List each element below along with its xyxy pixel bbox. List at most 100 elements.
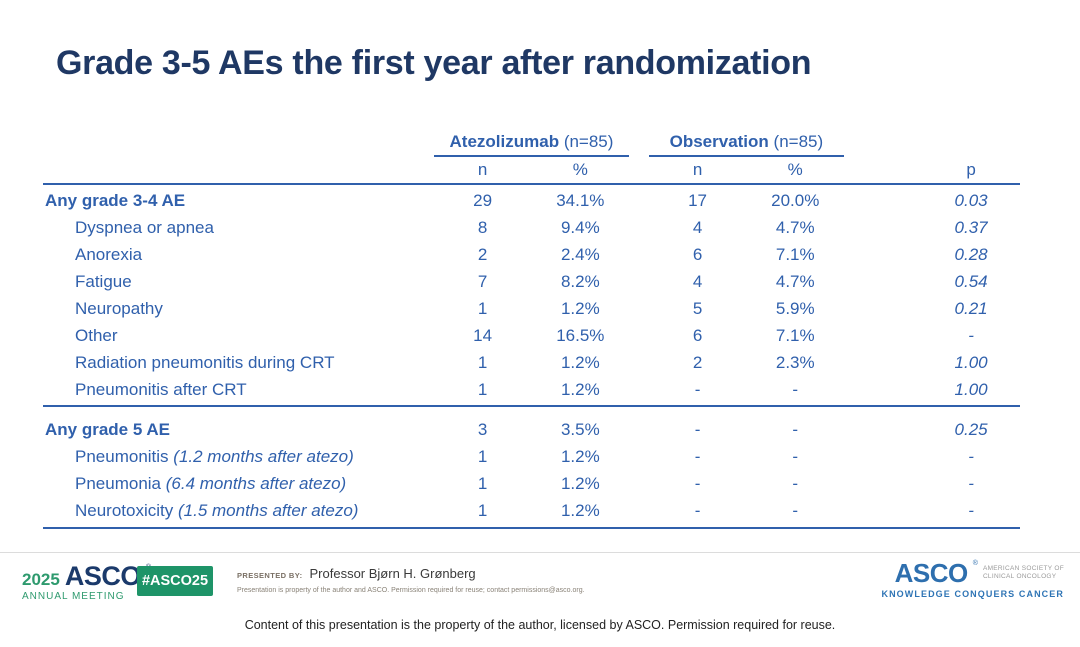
row-label: Other (75, 326, 118, 345)
table-row: Fatigue 7 8.2% 4 4.7% 0.54 (43, 268, 1020, 295)
value-cell: 6 (692, 245, 703, 264)
presented-by-block: PRESENTED BY: Professor Bjørn H. Grønber… (237, 566, 585, 594)
row-label: Any grade 5 AE (45, 420, 171, 439)
table-section-2: Any grade 5 AE 3 3.5% - - 0.25 Pneumonitis (1.… (43, 405, 1020, 529)
subheader-row: n % n % p (43, 157, 1020, 183)
table-row: Other 14 16.5% 6 7.1% - (43, 322, 1020, 349)
value-cell: 1 (477, 447, 488, 466)
p-value-cell: 0.54 (954, 272, 988, 291)
table-row: Pneumonia (6.4 months after atezo) 1 1.2% -… (43, 470, 1020, 497)
value-cell: 1.2% (560, 380, 600, 399)
row-label-note: (1.2 months after atezo) (168, 447, 354, 466)
group-name: Observation (669, 132, 769, 151)
value-cell: - (694, 501, 701, 520)
row-label: Pneumonitis after CRT (75, 380, 247, 399)
value-cell: 5.9% (775, 299, 815, 318)
value-cell: 6 (692, 326, 703, 345)
registered-mark: ® (972, 560, 978, 567)
value-cell: 34.1% (556, 191, 605, 210)
group-header-atezolizumab: Atezolizumab (n=85) (433, 132, 630, 157)
value-cell: 1.2% (560, 501, 600, 520)
asco-annual-meeting-logo: 2025 ASCO ® ANNUAL MEETING (22, 563, 151, 602)
row-label: Any grade 3-4 AE (45, 191, 186, 210)
row-label: Radiation pneumonitis during CRT (75, 353, 335, 372)
value-cell: 1 (477, 353, 488, 372)
table-row: Any grade 3-4 AE 29 34.1% 17 20.0% 0.03 (43, 187, 1020, 214)
group-header-row: Atezolizumab (n=85) Observation (n=85) (43, 128, 1020, 157)
table-row: Anorexia 2 2.4% 6 7.1% 0.28 (43, 241, 1020, 268)
subheader-n: n (477, 160, 488, 179)
value-cell: - (792, 420, 799, 439)
society-line2: CLINICAL ONCOLOGY (982, 573, 1057, 580)
p-value-cell: 0.28 (954, 245, 988, 264)
row-label-note: (1.5 months after atezo) (173, 501, 359, 520)
value-cell: 8 (477, 218, 488, 237)
asco-society-logo: ASCO ® AMERICAN SOCIETY OF CLINICAL ONCO… (881, 560, 1064, 599)
row-label: Anorexia (75, 245, 143, 264)
permission-note: Presentation is property of the author a… (237, 587, 585, 594)
asco-wordmark: ASCO (894, 558, 969, 588)
row-label: Pneumonia (6.4 months after atezo) (75, 474, 347, 493)
table-row: Neuropathy 1 1.2% 5 5.9% 0.21 (43, 295, 1020, 322)
meeting-year: 2025 (22, 570, 60, 589)
society-name: AMERICAN SOCIETY OF CLINICAL ONCOLOGY (983, 565, 1064, 582)
row-label: Fatigue (75, 272, 132, 291)
value-cell: 7.1% (775, 245, 815, 264)
subheader-n: n (692, 160, 703, 179)
p-value-cell: - (968, 474, 974, 493)
value-cell: 2.4% (560, 245, 600, 264)
value-cell: - (792, 447, 799, 466)
value-cell: 16.5% (556, 326, 605, 345)
value-cell: 2 (692, 353, 703, 372)
row-label: Neurotoxicity (1.5 months after atezo) (75, 501, 359, 520)
value-cell: 1.2% (560, 299, 600, 318)
value-cell: 3 (477, 420, 488, 439)
value-cell: 1 (477, 380, 488, 399)
value-cell: 1 (477, 474, 488, 493)
footer-divider (0, 552, 1080, 553)
value-cell: 4.7% (775, 218, 815, 237)
value-cell: 7.1% (775, 326, 815, 345)
p-value-cell: 0.03 (954, 191, 988, 210)
value-cell: - (792, 474, 799, 493)
value-cell: 5 (692, 299, 703, 318)
ae-table: Atezolizumab (n=85) Observation (n=85) n… (43, 128, 1020, 529)
value-cell: 9.4% (560, 218, 600, 237)
value-cell: 1.2% (560, 447, 600, 466)
p-value-cell: - (968, 447, 974, 466)
value-cell: 17 (688, 191, 707, 210)
p-value-cell: - (968, 501, 974, 520)
value-cell: - (694, 380, 701, 399)
table-row: Pneumonitis after CRT 1 1.2% - - 1.00 (43, 376, 1020, 403)
table-row: Dyspnea or apnea 8 9.4% 4 4.7% 0.37 (43, 214, 1020, 241)
value-cell: 1 (477, 299, 488, 318)
row-label-note: (6.4 months after atezo) (161, 474, 347, 493)
table-row: Neurotoxicity (1.5 months after atezo) 1 1… (43, 497, 1020, 524)
row-label: Pneumonitis (1.2 months after atezo) (75, 447, 354, 466)
value-cell: - (792, 380, 799, 399)
group-n: (n=85) (773, 132, 824, 151)
content-license-note: Content of this presentation is the prop… (244, 618, 836, 632)
subheader-pct: % (787, 160, 803, 179)
value-cell: 1.2% (560, 353, 600, 372)
value-cell: - (694, 420, 701, 439)
row-label: Neuropathy (75, 299, 163, 318)
hashtag-badge: #ASCO25 (137, 566, 213, 596)
table-header: Atezolizumab (n=85) Observation (n=85) n… (43, 128, 1020, 185)
value-cell: 4 (692, 218, 703, 237)
value-cell: 8.2% (560, 272, 600, 291)
value-cell: 7 (477, 272, 488, 291)
value-cell: 2.3% (775, 353, 815, 372)
table-row: Radiation pneumonitis during CRT 1 1.2% 2 2.… (43, 349, 1020, 376)
value-cell: 29 (473, 191, 493, 210)
group-name: Atezolizumab (449, 132, 560, 151)
p-value-cell: 0.25 (954, 420, 988, 439)
table-row: Pneumonitis (1.2 months after atezo) 1 1.2… (43, 443, 1020, 470)
value-cell: 1.2% (560, 474, 600, 493)
society-line1: AMERICAN SOCIETY OF (982, 564, 1064, 572)
subheader-pct: % (572, 160, 588, 179)
value-cell: 4.7% (775, 272, 815, 291)
p-value-cell: 1.00 (954, 380, 988, 399)
group-n: (n=85) (563, 132, 614, 151)
